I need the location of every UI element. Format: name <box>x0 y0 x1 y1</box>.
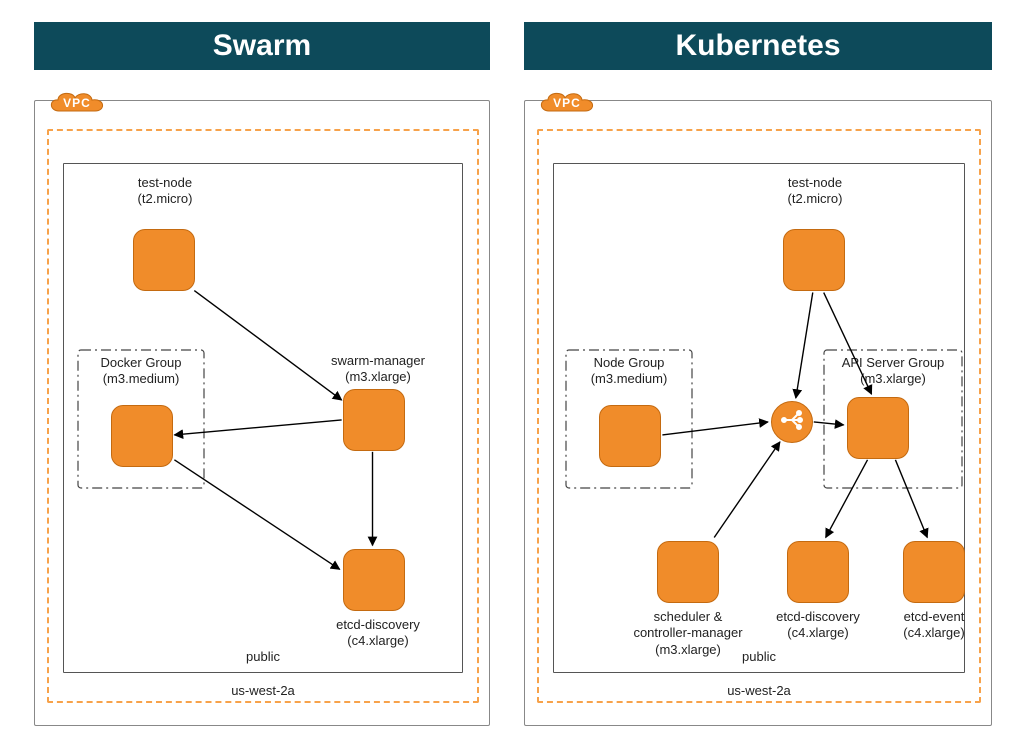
right-node-test-node-label: test-node (t2.micro) <box>745 175 885 208</box>
left-node-etcd <box>343 549 405 611</box>
right-title: Kubernetes <box>675 29 840 63</box>
right-node-test-node <box>783 229 845 291</box>
right-node-etcd-event-label: etcd-event (c4.xlarge) <box>869 609 999 642</box>
right-subnet-label: public <box>525 649 993 664</box>
left-node-test-node-label: test-node (t2.micro) <box>95 175 235 208</box>
right-node-scheduler <box>657 541 719 603</box>
left-node-docker-node <box>111 405 173 467</box>
right-title-bar: Kubernetes <box>524 22 992 70</box>
right-panel: VPCpublicus-west-2aNode Group (m3.medium… <box>524 100 992 726</box>
node-group-label: Node Group (m3.medium) <box>565 355 693 388</box>
left-subnet-label: public <box>35 649 491 664</box>
right-node-api-server <box>847 397 909 459</box>
load-balancer-hub <box>771 401 813 443</box>
right-node-etcd-event <box>903 541 965 603</box>
vpc-badge: VPC <box>535 89 599 117</box>
docker-group-label: Docker Group (m3.medium) <box>77 355 205 388</box>
right-node-node-group-node <box>599 405 661 467</box>
right-node-etcd-disc <box>787 541 849 603</box>
left-node-swarm-manager-label: swarm-manager (m3.xlarge) <box>303 353 453 386</box>
left-node-test-node <box>133 229 195 291</box>
right-node-etcd-disc-label: etcd-discovery (c4.xlarge) <box>747 609 889 642</box>
vpc-label: VPC <box>45 89 109 117</box>
vpc-badge: VPC <box>45 89 109 117</box>
left-node-etcd-label: etcd-discovery (c4.xlarge) <box>303 617 453 650</box>
left-node-swarm-manager <box>343 389 405 451</box>
left-panel: VPCpublicus-west-2aDocker Group (m3.medi… <box>34 100 490 726</box>
vpc-label: VPC <box>535 89 599 117</box>
api-server-group-label: API Server Group (m3.xlarge) <box>823 355 963 388</box>
right-az-label: us-west-2a <box>525 683 993 698</box>
left-title: Swarm <box>213 29 311 63</box>
right-node-scheduler-label: scheduler & controller-manager (m3.xlarg… <box>617 609 759 658</box>
left-title-bar: Swarm <box>34 22 490 70</box>
load-balancer-icon <box>779 407 805 438</box>
left-az-label: us-west-2a <box>35 683 491 698</box>
